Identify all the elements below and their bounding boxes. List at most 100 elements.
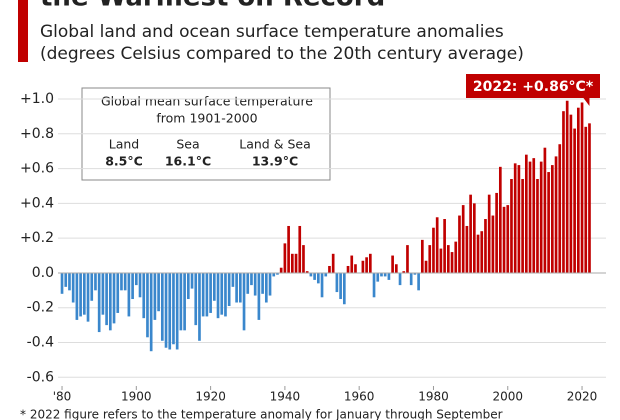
bar <box>261 272 264 294</box>
footnote: * 2022 figure refers to the temperature … <box>20 408 503 420</box>
bar <box>569 114 573 273</box>
bar <box>428 245 432 273</box>
bar <box>64 272 68 287</box>
bar <box>502 206 506 273</box>
bar <box>253 272 257 296</box>
bar <box>231 272 235 287</box>
bar <box>316 272 320 284</box>
info-label: Sea <box>176 137 199 152</box>
bar <box>75 272 79 320</box>
bar <box>550 165 554 273</box>
info-value: 13.9°C <box>252 154 298 169</box>
bar <box>131 272 134 300</box>
bar <box>387 272 391 280</box>
bar <box>71 272 75 303</box>
y-tick-label: -0.6 <box>27 369 54 385</box>
bar <box>547 172 550 273</box>
chart-title: the Warmest on Record <box>40 0 385 13</box>
bar <box>97 272 101 333</box>
bar <box>186 272 190 300</box>
bar <box>86 272 90 322</box>
bar <box>394 264 398 273</box>
bar <box>536 179 539 273</box>
bar <box>580 102 584 273</box>
bar <box>123 272 127 291</box>
bar <box>510 179 513 273</box>
bar <box>573 128 576 273</box>
bar <box>134 272 138 286</box>
bar <box>302 245 305 273</box>
bar <box>235 272 238 303</box>
y-tick-label: 0.0 <box>32 265 54 281</box>
bar <box>354 264 357 273</box>
bar <box>576 107 580 273</box>
bar <box>406 245 409 273</box>
bar <box>112 272 116 324</box>
bar <box>305 271 309 273</box>
bar <box>198 272 201 341</box>
bar <box>472 203 476 273</box>
bar <box>524 154 528 273</box>
annotation-pointer <box>583 98 590 106</box>
bar <box>487 194 491 273</box>
bar <box>450 252 454 273</box>
bar <box>268 272 272 296</box>
bar <box>376 272 380 282</box>
bar <box>506 205 510 273</box>
bar <box>517 165 521 273</box>
bar <box>153 272 157 320</box>
x-tick-label: 1960 <box>344 390 375 404</box>
x-tick-label: 1940 <box>270 390 301 404</box>
bar <box>108 272 112 331</box>
bar <box>588 123 591 273</box>
bar <box>79 272 82 317</box>
x-tick-label: 1920 <box>195 390 226 404</box>
bar <box>179 272 183 331</box>
y-tick-label: +0.4 <box>20 195 54 211</box>
y-tick-label: +0.6 <box>20 161 54 177</box>
y-tick-label: +0.2 <box>20 230 54 246</box>
bar <box>424 260 428 273</box>
bar <box>90 272 94 301</box>
bar <box>398 272 402 286</box>
bar <box>439 248 443 273</box>
bar <box>120 272 123 291</box>
bar <box>287 225 290 273</box>
bar <box>209 272 212 313</box>
bar <box>201 272 205 317</box>
bar <box>205 272 209 317</box>
bar <box>328 265 331 273</box>
bar <box>402 271 406 273</box>
bar <box>417 272 420 291</box>
info-value: 8.5°C <box>105 154 143 169</box>
bar <box>528 161 532 273</box>
bar <box>175 272 179 350</box>
bar <box>138 272 142 298</box>
x-tick-label: 1980 <box>418 390 449 404</box>
bar <box>82 272 86 315</box>
bar <box>142 272 146 319</box>
bar <box>413 272 417 275</box>
bar <box>461 205 465 273</box>
bar <box>60 272 64 294</box>
bar <box>246 272 250 294</box>
bar <box>554 156 558 273</box>
bar <box>543 147 547 273</box>
bar <box>168 272 172 350</box>
bar <box>372 272 376 298</box>
info-title: Global mean surface temperature <box>101 94 313 109</box>
bar <box>532 158 536 273</box>
x-tick-label: '80 <box>53 390 72 404</box>
bar <box>272 272 276 277</box>
bar <box>443 219 446 273</box>
bar <box>365 257 368 273</box>
info-title: from 1901-2000 <box>156 111 257 126</box>
bar <box>313 272 316 280</box>
bar <box>279 267 283 273</box>
bar <box>294 253 298 273</box>
x-tick-label: 2020 <box>567 390 598 404</box>
bar <box>250 272 253 286</box>
bar <box>342 272 346 305</box>
bar <box>190 272 194 289</box>
